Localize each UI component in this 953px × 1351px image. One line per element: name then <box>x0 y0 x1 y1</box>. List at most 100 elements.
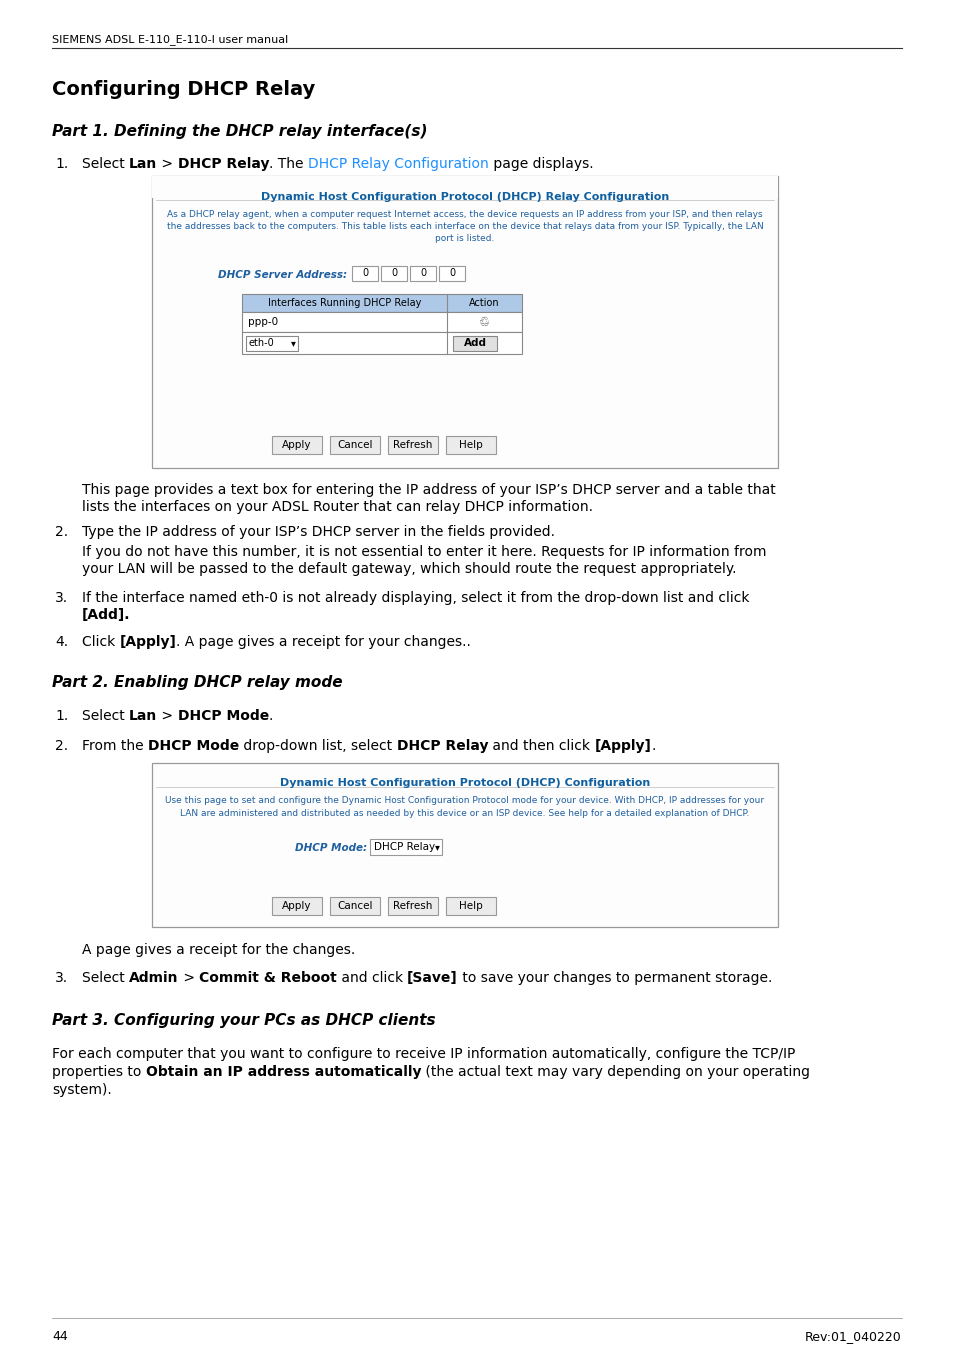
Text: DHCP Relay Configuration: DHCP Relay Configuration <box>308 157 488 172</box>
Text: 2.: 2. <box>55 526 68 539</box>
Text: (the actual text may vary depending on your operating: (the actual text may vary depending on y… <box>421 1065 809 1079</box>
Text: Cancel: Cancel <box>337 901 373 911</box>
Text: A page gives a receipt for the changes.: A page gives a receipt for the changes. <box>82 943 355 957</box>
Text: [Apply]: [Apply] <box>594 739 651 753</box>
Bar <box>152 176 778 467</box>
Text: port is listed.: port is listed. <box>435 234 495 243</box>
Text: DHCP Mode: DHCP Mode <box>177 709 269 723</box>
Text: Interfaces Running DHCP Relay: Interfaces Running DHCP Relay <box>268 299 420 308</box>
Text: LAN are administered and distributed as needed by this device or an ISP device. : LAN are administered and distributed as … <box>180 809 749 817</box>
Text: your LAN will be passed to the default gateway, which should route the request a: your LAN will be passed to the default g… <box>82 562 736 576</box>
Text: to save your changes to permanent storage.: to save your changes to permanent storag… <box>457 971 772 985</box>
Text: DHCP Relay: DHCP Relay <box>177 157 269 172</box>
Text: Obtain an IP address automatically: Obtain an IP address automatically <box>146 1065 421 1079</box>
Bar <box>380 266 407 281</box>
Text: For each computer that you want to configure to receive IP information automatic: For each computer that you want to confi… <box>52 1047 795 1061</box>
Bar <box>446 897 496 915</box>
Text: Cancel: Cancel <box>337 440 373 450</box>
Text: Part 2. Enabling DHCP relay mode: Part 2. Enabling DHCP relay mode <box>52 676 342 690</box>
Text: .: . <box>269 709 274 723</box>
Text: Apply: Apply <box>282 440 312 450</box>
Text: >: > <box>157 709 177 723</box>
Text: 4.: 4. <box>55 635 68 648</box>
Text: ♲: ♲ <box>478 316 490 328</box>
Text: . A page gives a receipt for your changes..: . A page gives a receipt for your change… <box>176 635 471 648</box>
Text: Admin: Admin <box>129 971 178 985</box>
Text: and then click: and then click <box>488 739 594 753</box>
Text: 0: 0 <box>449 269 455 278</box>
Text: DHCP Relay: DHCP Relay <box>396 739 488 753</box>
Text: SIEMENS ADSL E-110_E-110-I user manual: SIEMENS ADSL E-110_E-110-I user manual <box>52 34 288 45</box>
Text: >: > <box>157 157 177 172</box>
Text: lists the interfaces on your ADSL Router that can relay DHCP information.: lists the interfaces on your ADSL Router… <box>82 500 593 513</box>
Text: As a DHCP relay agent, when a computer request Internet access, the device reque: As a DHCP relay agent, when a computer r… <box>167 209 762 219</box>
Text: Refresh: Refresh <box>393 440 433 450</box>
Text: Use this page to set and configure the Dynamic Host Configuration Protocol mode : Use this page to set and configure the D… <box>165 796 763 805</box>
Bar <box>453 336 497 351</box>
Bar <box>438 266 464 281</box>
Text: DHCP Server Address:: DHCP Server Address: <box>217 270 347 280</box>
Text: 2.: 2. <box>55 739 68 753</box>
Text: Select: Select <box>82 709 129 723</box>
Bar <box>388 897 437 915</box>
Text: This page provides a text box for entering the IP address of your ISP’s DHCP ser: This page provides a text box for enteri… <box>82 484 775 497</box>
Text: .: . <box>651 739 655 753</box>
Bar <box>272 897 322 915</box>
Text: Dynamic Host Configuration Protocol (DHCP) Configuration: Dynamic Host Configuration Protocol (DHC… <box>279 778 649 788</box>
Text: Type the IP address of your ISP’s DHCP server in the fields provided.: Type the IP address of your ISP’s DHCP s… <box>82 526 555 539</box>
Bar <box>352 266 377 281</box>
Text: ppp-0: ppp-0 <box>248 317 278 327</box>
Text: Commit & Reboot: Commit & Reboot <box>199 971 336 985</box>
Text: Click: Click <box>82 635 119 648</box>
Text: 0: 0 <box>361 269 368 278</box>
Text: If you do not have this number, it is not essential to enter it here. Requests f: If you do not have this number, it is no… <box>82 544 765 559</box>
Text: Add: Add <box>463 338 486 349</box>
Text: 0: 0 <box>391 269 396 278</box>
Text: 0: 0 <box>419 269 426 278</box>
Text: Help: Help <box>458 440 482 450</box>
Text: Select: Select <box>82 971 129 985</box>
Text: eth-0: eth-0 <box>249 338 274 349</box>
Bar <box>330 897 379 915</box>
Bar <box>242 312 521 332</box>
Text: system).: system). <box>52 1084 112 1097</box>
Text: DHCP Mode:: DHCP Mode: <box>294 843 367 852</box>
Text: Part 3. Configuring your PCs as DHCP clients: Part 3. Configuring your PCs as DHCP cli… <box>52 1013 436 1028</box>
Text: From the: From the <box>82 739 148 753</box>
Bar <box>152 763 778 927</box>
Bar <box>152 176 778 199</box>
Text: Lan: Lan <box>129 709 157 723</box>
Text: 3.: 3. <box>55 971 68 985</box>
Bar <box>410 266 436 281</box>
Text: ▾: ▾ <box>291 338 295 349</box>
Text: 1.: 1. <box>55 709 69 723</box>
Text: [Add].: [Add]. <box>82 608 131 621</box>
Text: DHCP Mode: DHCP Mode <box>148 739 239 753</box>
Text: 44: 44 <box>52 1329 68 1343</box>
Text: drop-down list, select: drop-down list, select <box>239 739 396 753</box>
Text: . The: . The <box>269 157 308 172</box>
Text: Action: Action <box>469 299 499 308</box>
Bar <box>388 436 437 454</box>
Bar <box>446 436 496 454</box>
Text: page displays.: page displays. <box>488 157 593 172</box>
Text: If the interface named eth-0 is not already displaying, select it from the drop-: If the interface named eth-0 is not alre… <box>82 590 749 605</box>
Bar <box>242 295 521 312</box>
Text: properties to: properties to <box>52 1065 146 1079</box>
Bar <box>242 332 521 354</box>
Bar <box>246 336 297 351</box>
Text: Select: Select <box>82 157 129 172</box>
Text: Refresh: Refresh <box>393 901 433 911</box>
Text: Part 1. Defining the DHCP relay interface(s): Part 1. Defining the DHCP relay interfac… <box>52 124 427 139</box>
Bar <box>272 436 322 454</box>
Text: ▾: ▾ <box>435 842 439 852</box>
Bar <box>330 436 379 454</box>
Text: 3.: 3. <box>55 590 68 605</box>
Text: >: > <box>178 971 199 985</box>
Text: Rev:01_040220: Rev:01_040220 <box>804 1329 901 1343</box>
Text: Dynamic Host Configuration Protocol (DHCP) Relay Configuration: Dynamic Host Configuration Protocol (DHC… <box>260 192 668 203</box>
Text: the addresses back to the computers. This table lists each interface on the devi: the addresses back to the computers. Thi… <box>167 222 762 231</box>
Text: Help: Help <box>458 901 482 911</box>
Text: Lan: Lan <box>129 157 157 172</box>
Text: Configuring DHCP Relay: Configuring DHCP Relay <box>52 80 314 99</box>
